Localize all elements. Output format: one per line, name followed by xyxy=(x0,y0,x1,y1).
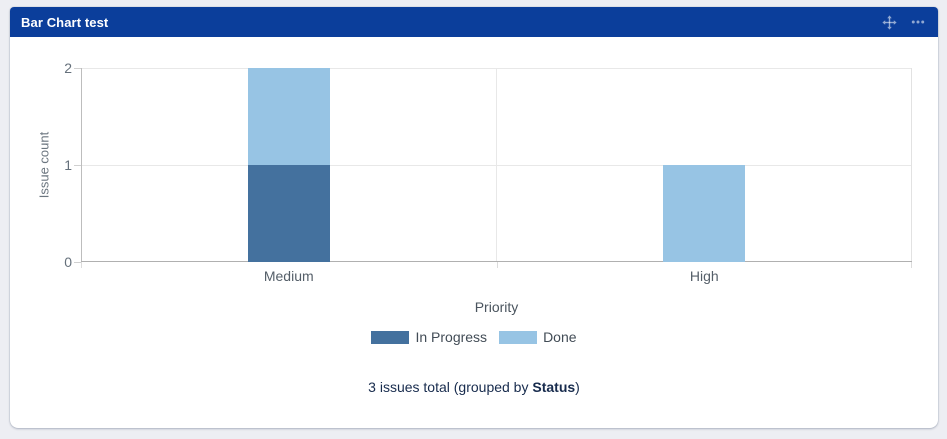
plot-right-border xyxy=(911,68,912,262)
x-axis-label: Priority xyxy=(474,299,519,315)
bar-done-high[interactable] xyxy=(663,165,746,262)
x-tick-mark xyxy=(496,262,498,268)
gadget-header: Bar Chart test xyxy=(10,7,938,37)
legend-label: Done xyxy=(543,329,577,345)
y-axis-line xyxy=(81,68,82,262)
y-tick-label-2: 2 xyxy=(64,60,72,76)
x-tick-mark xyxy=(911,262,912,268)
y-tick-mark xyxy=(74,262,81,263)
bar-done-medium[interactable] xyxy=(247,68,330,165)
x-tick-mark xyxy=(81,262,82,268)
x-axis-line xyxy=(81,261,912,262)
y-tick-label-1: 1 xyxy=(64,157,72,173)
legend-swatch-in-progress xyxy=(371,330,410,344)
plot-area xyxy=(81,68,912,262)
summary-text: 3 issues total (grouped by xyxy=(368,379,533,395)
summary-suffix: ) xyxy=(575,379,580,395)
gadget-title: Bar Chart test xyxy=(21,14,109,30)
legend-swatch-done xyxy=(499,330,538,344)
y-tick-label-0: 0 xyxy=(64,254,72,270)
category-separator xyxy=(496,68,497,262)
y-tick-mark xyxy=(74,68,81,69)
more-icon[interactable] xyxy=(910,14,926,30)
bar-in-progress-medium[interactable] xyxy=(247,165,330,262)
legend-item-in-progress[interactable]: In Progress xyxy=(371,329,487,345)
y-tick-mark xyxy=(74,165,81,166)
bar-chart-gadget: Bar Chart test Issue xyxy=(10,7,938,428)
move-icon[interactable] xyxy=(881,14,897,30)
chart-summary: 3 issues total (grouped by Status) xyxy=(10,377,938,397)
legend-item-done[interactable]: Done xyxy=(499,329,577,345)
chart-legend: In Progress Done xyxy=(10,329,938,345)
x-tick-label-medium: Medium xyxy=(263,268,314,284)
legend-label: In Progress xyxy=(415,329,488,345)
summary-group-by: Status xyxy=(532,379,576,395)
x-tick-label-high: High xyxy=(689,268,719,284)
